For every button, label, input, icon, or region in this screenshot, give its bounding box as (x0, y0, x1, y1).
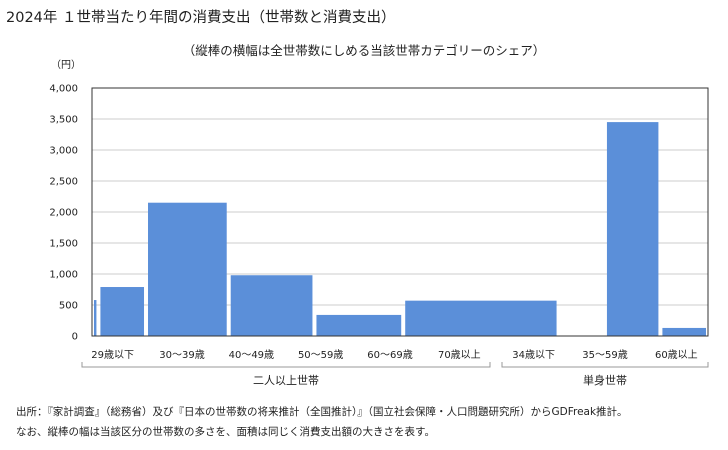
x-category-label: 60歳以上 (655, 349, 698, 361)
bar (606, 122, 659, 336)
y-axis-label: （円） (51, 59, 81, 71)
bar (94, 300, 97, 336)
bar (148, 202, 227, 336)
bar (230, 275, 313, 336)
group-bracket (81, 362, 491, 368)
x-category-label: 35～59歳 (582, 349, 627, 361)
width-note: なお、縦棒の幅は当該区分の世帯数の多さを、面積は同じく消費支出額の大きさを表す。 (16, 426, 435, 438)
y-tick-label: 3,000 (49, 146, 78, 157)
group-label: 単身世帯 (583, 373, 627, 387)
y-tick-label: 4,000 (49, 84, 78, 95)
x-category-label: 30～39歳 (159, 349, 204, 361)
x-category-label: 50～59歳 (298, 349, 343, 361)
axes (81, 87, 709, 368)
chart-title: 2024年 １世帯当たり年間の消費支出（世帯数と消費支出） (6, 10, 396, 26)
chart-subtitle: （縦棒の横幅は全世帯数にしめる当該世帯カテゴリーのシェア） (182, 43, 546, 58)
y-tick-label: 3,500 (49, 115, 78, 126)
x-category-label: 60～69歳 (367, 349, 412, 361)
y-tick-label: 1,000 (49, 270, 78, 281)
group-bracket (501, 362, 709, 368)
y-tick-label: 1,500 (49, 239, 78, 250)
y-tick-label: 500 (59, 301, 78, 312)
bar (405, 300, 557, 336)
plot-frame (91, 87, 709, 337)
y-tick-label: 0 (72, 332, 78, 343)
group-label: 二人以上世帯 (253, 374, 319, 387)
x-category-label: 34歳以下 (512, 349, 555, 361)
y-tick-label: 2,000 (49, 208, 78, 219)
source-note: 出所：『家計調査』（総務省）及び『日本の世帯数の将来推計（全国推計）』（国立社会… (16, 406, 628, 418)
source-notes: 出所：『家計調査』（総務省）及び『日本の世帯数の将来推計（全国推計）』（国立社会… (16, 402, 628, 442)
chart-area: 0 500 1,000 1,500 2,000 2,500 3,000 3,500 4,000 （… (49, 59, 709, 387)
labels: 0 500 1,000 1,500 2,000 2,500 3,000 3,500 4,000 （… (49, 59, 697, 387)
bar (316, 314, 402, 336)
y-tick-label: 2,500 (49, 177, 78, 188)
bar (662, 327, 706, 336)
x-category-label: 29歳以下 (91, 349, 134, 361)
bar (100, 287, 145, 336)
x-category-label: 70歳以上 (438, 349, 481, 361)
x-category-label: 40～49歳 (229, 349, 274, 361)
bars (94, 122, 706, 336)
